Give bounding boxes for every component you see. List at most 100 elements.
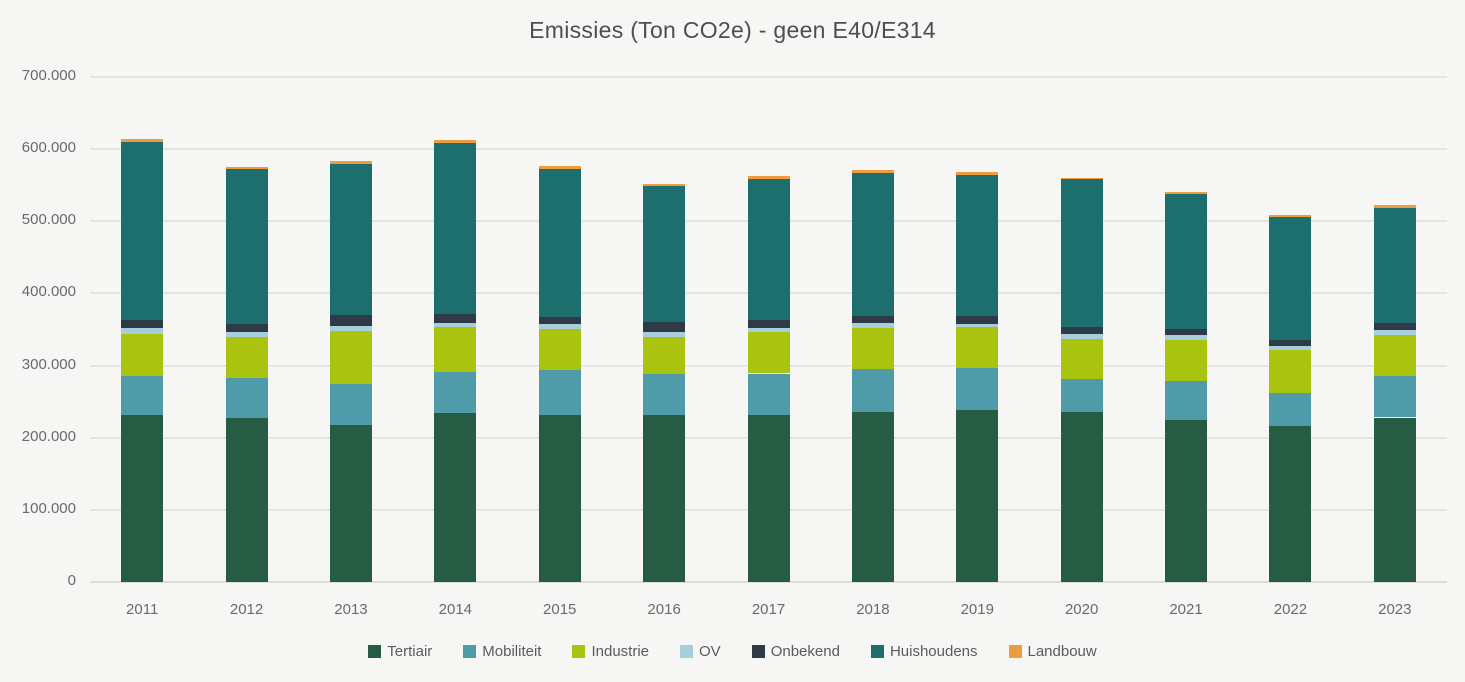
bar-2012-mobiliteit[interactable]	[225, 377, 268, 418]
bar-2023-huishoudens[interactable]	[1373, 207, 1416, 323]
bar-2014-tertiair[interactable]	[434, 413, 477, 582]
bar-2014-industrie[interactable]	[434, 327, 477, 373]
bar-2014-mobiliteit[interactable]	[434, 372, 477, 414]
bar-2021-industrie[interactable]	[1165, 339, 1208, 382]
y-axis-label-500-000: 500.000	[21, 211, 76, 229]
bar-2016-onbekend[interactable]	[643, 322, 686, 332]
bar-2020-huishoudens[interactable]	[1060, 178, 1103, 327]
bar-2014-onbekend[interactable]	[434, 314, 477, 323]
bar-2012-huishoudens[interactable]	[225, 169, 268, 324]
bar-2020-tertiair[interactable]	[1060, 412, 1103, 582]
bar-2018-industrie[interactable]	[851, 328, 894, 370]
bar-2014-huishoudens[interactable]	[434, 142, 477, 315]
bar-2020-industrie[interactable]	[1060, 338, 1103, 379]
legend-item-ov[interactable]: OV	[680, 643, 721, 660]
bar-2021-ov[interactable]	[1165, 334, 1208, 340]
bar-2022-landbouw[interactable]	[1269, 214, 1312, 217]
bar-2016-huishoudens[interactable]	[643, 185, 686, 323]
bar-2023-industrie[interactable]	[1373, 334, 1416, 376]
bar-2016-ov[interactable]	[643, 331, 686, 337]
bar-2020-landbouw[interactable]	[1060, 178, 1103, 179]
bar-2011-landbouw[interactable]	[121, 139, 164, 142]
bar-2015-industrie[interactable]	[538, 328, 581, 370]
bar-2013-tertiair[interactable]	[329, 425, 372, 582]
legend-item-mobiliteit[interactable]: Mobiliteit	[463, 643, 541, 660]
bar-2015-huishoudens[interactable]	[538, 169, 581, 318]
bar-2022-industrie[interactable]	[1269, 350, 1312, 393]
bar-2022-huishoudens[interactable]	[1269, 216, 1312, 341]
bar-2016-mobiliteit[interactable]	[643, 374, 686, 416]
bar-2020-onbekend[interactable]	[1060, 326, 1103, 334]
bar-2023-tertiair[interactable]	[1373, 417, 1416, 582]
bar-2012-tertiair[interactable]	[225, 417, 268, 582]
bar-2019-landbouw[interactable]	[956, 171, 999, 176]
bar-2011-ov[interactable]	[121, 328, 164, 334]
bar-2011-tertiair[interactable]	[121, 415, 164, 582]
bar-2018-onbekend[interactable]	[851, 315, 894, 323]
bar-2012-ov[interactable]	[225, 331, 268, 337]
bar-2013-industrie[interactable]	[329, 330, 372, 384]
bar-2018-huishoudens[interactable]	[851, 172, 894, 316]
bar-2017-landbouw[interactable]	[747, 175, 790, 180]
legend-item-huishoudens[interactable]: Huishoudens	[870, 643, 978, 660]
bar-2022-tertiair[interactable]	[1269, 426, 1312, 582]
legend-item-industrie[interactable]: Industrie	[572, 643, 649, 660]
bar-2013-mobiliteit[interactable]	[329, 383, 372, 426]
bar-2021-mobiliteit[interactable]	[1165, 381, 1208, 421]
bar-2017-ov[interactable]	[747, 328, 790, 333]
bar-2020-ov[interactable]	[1060, 333, 1103, 339]
bar-2016-tertiair[interactable]	[643, 415, 686, 582]
bar-2017-tertiair[interactable]	[747, 414, 790, 582]
bar-2016-industrie[interactable]	[643, 336, 686, 375]
bar-2016-landbouw[interactable]	[643, 183, 686, 186]
bar-2018-mobiliteit[interactable]	[851, 369, 894, 413]
bar-2022-mobiliteit[interactable]	[1269, 392, 1312, 427]
bar-2013-huishoudens[interactable]	[329, 163, 372, 316]
legend-item-landbouw[interactable]: Landbouw	[1008, 643, 1097, 660]
bar-2022-onbekend[interactable]	[1269, 340, 1312, 347]
bar-2017-industrie[interactable]	[747, 332, 790, 374]
bar-2012-landbouw[interactable]	[225, 167, 268, 170]
bar-2019-mobiliteit[interactable]	[956, 367, 999, 411]
bar-2011-onbekend[interactable]	[121, 320, 164, 329]
bar-2017-mobiliteit[interactable]	[747, 373, 790, 415]
bar-2019-huishoudens[interactable]	[956, 175, 999, 316]
bar-2018-landbouw[interactable]	[851, 170, 894, 173]
bar-2019-onbekend[interactable]	[956, 315, 999, 324]
bar-2023-ov[interactable]	[1373, 330, 1416, 335]
bar-2023-landbouw[interactable]	[1373, 205, 1416, 208]
bar-2011-huishoudens[interactable]	[121, 141, 164, 321]
bar-2019-ov[interactable]	[956, 323, 999, 327]
bar-2017-onbekend[interactable]	[747, 320, 790, 329]
legend-item-tertiair[interactable]: Tertiair	[368, 643, 432, 660]
bar-2021-landbouw[interactable]	[1165, 191, 1208, 194]
bar-2021-tertiair[interactable]	[1165, 420, 1208, 582]
bar-2014-landbouw[interactable]	[434, 139, 477, 143]
bar-2012-industrie[interactable]	[225, 336, 268, 378]
bar-2011-industrie[interactable]	[121, 333, 164, 376]
bar-2015-mobiliteit[interactable]	[538, 369, 581, 415]
legend-label-tertiair: Tertiair	[387, 643, 433, 660]
bar-2017-huishoudens[interactable]	[747, 179, 790, 321]
bar-2021-onbekend[interactable]	[1165, 328, 1208, 335]
bar-2020-mobiliteit[interactable]	[1060, 378, 1103, 413]
bar-2015-landbouw[interactable]	[538, 166, 581, 170]
bar-2011-mobiliteit[interactable]	[121, 375, 164, 416]
bar-2018-ov[interactable]	[851, 323, 894, 329]
bar-2015-ov[interactable]	[538, 324, 581, 329]
bar-2013-landbouw[interactable]	[329, 160, 372, 164]
bar-2023-mobiliteit[interactable]	[1373, 375, 1416, 418]
bar-2012-onbekend[interactable]	[225, 323, 268, 332]
bar-2015-onbekend[interactable]	[538, 317, 581, 325]
bar-2019-industrie[interactable]	[956, 326, 999, 368]
legend-item-onbekend[interactable]: Onbekend	[751, 643, 840, 660]
bar-2013-ov[interactable]	[329, 325, 372, 331]
bar-2014-ov[interactable]	[434, 323, 477, 328]
bar-2022-ov[interactable]	[1269, 346, 1312, 351]
bar-2021-huishoudens[interactable]	[1165, 193, 1208, 329]
bar-2013-onbekend[interactable]	[329, 315, 372, 326]
bar-2018-tertiair[interactable]	[851, 412, 894, 582]
bar-2015-tertiair[interactable]	[538, 414, 581, 582]
bar-2023-onbekend[interactable]	[1373, 323, 1416, 331]
bar-2019-tertiair[interactable]	[956, 410, 999, 582]
